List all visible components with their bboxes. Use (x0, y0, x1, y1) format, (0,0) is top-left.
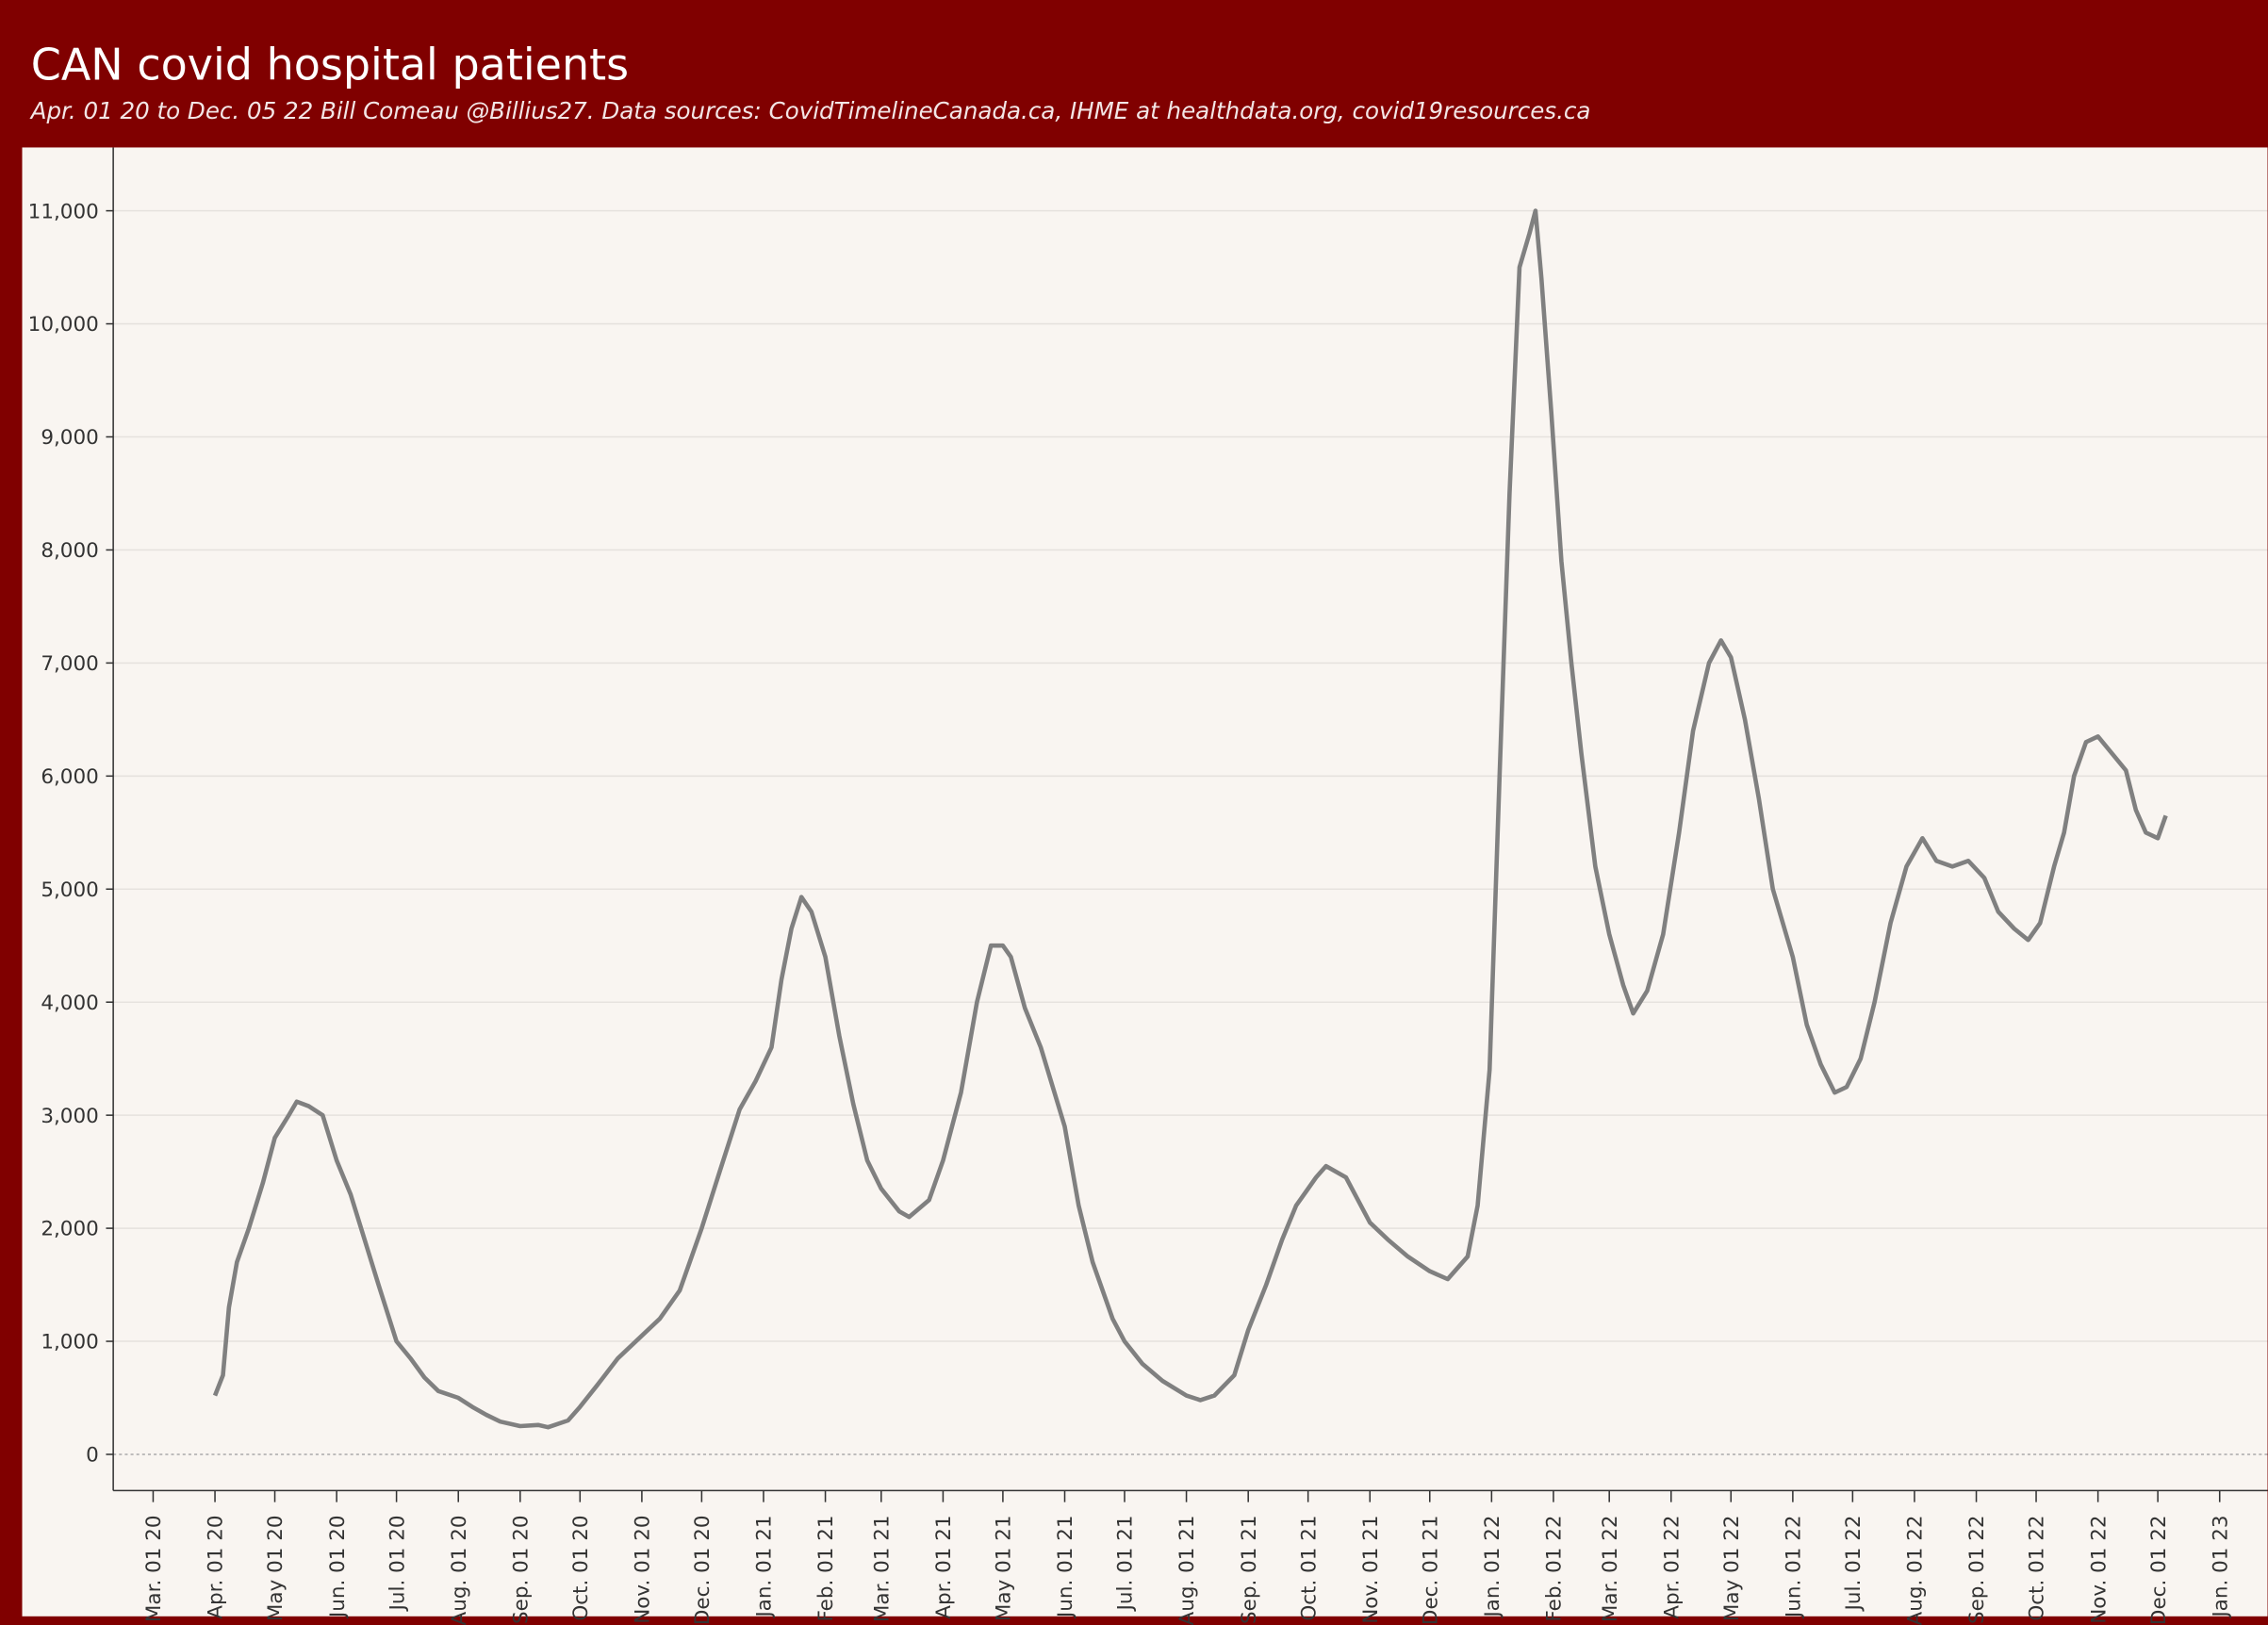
x-tick-label: Mar. 01 22 (1599, 1515, 1622, 1622)
x-tick-label: Oct. 01 21 (1297, 1515, 1321, 1620)
x-tick-label: Apr. 01 22 (1660, 1515, 1684, 1618)
x-tick-label: Nov. 01 21 (1359, 1515, 1383, 1623)
x-tick-label: Jun. 01 22 (1783, 1515, 1806, 1619)
x-tick-label: Jan. 01 23 (2209, 1515, 2232, 1618)
x-tick-label: Jul. 01 20 (386, 1515, 409, 1612)
x-tick-label: Jul. 01 21 (1114, 1515, 1138, 1612)
y-tick-label: 9,000 (41, 426, 98, 450)
x-tick-label: Sep. 01 22 (1965, 1515, 1989, 1624)
line (212, 208, 2168, 1430)
x-tick-label: Sep. 01 21 (1238, 1515, 1261, 1624)
x-tick-label: Jul. 01 22 (1842, 1515, 1865, 1612)
labels: 0 1,000 2,000 3,000 4,000 5,000 6,000 7,000 8,00… (28, 200, 2233, 1625)
y-tick-label: 4,000 (41, 992, 98, 1015)
x-tick-label: May 01 22 (1720, 1515, 1744, 1621)
x-tick-label: May 01 21 (993, 1515, 1016, 1621)
x-tick-label: Aug. 01 21 (1175, 1515, 1199, 1625)
x-tick-label: Sep. 01 20 (509, 1515, 533, 1624)
x-tick-label: Jun. 01 20 (326, 1515, 350, 1619)
x-tick-label: Aug. 01 22 (1904, 1515, 1928, 1625)
x-tick-label: Aug. 01 20 (448, 1515, 471, 1625)
chart-subtitle: Apr. 01 20 to Dec. 05 22 Bill Comeau @Bi… (29, 97, 1591, 124)
chart-title: CAN covid hospital patients (31, 39, 629, 90)
y-tick-label: 3,000 (41, 1105, 98, 1128)
x-tick-label: Nov. 01 22 (2087, 1515, 2111, 1623)
y-tick-label: 0 (86, 1444, 99, 1468)
x-tick-label: Oct. 01 22 (2026, 1515, 2049, 1620)
x-tick-label: Dec. 01 20 (691, 1515, 715, 1625)
x-tick-label: Mar. 01 20 (142, 1515, 166, 1622)
x-tick-label: Jan. 01 21 (753, 1515, 777, 1618)
x-tick-label: Apr. 01 21 (932, 1515, 956, 1618)
y-tick-label: 5,000 (41, 878, 98, 902)
y-tick-label: 2,000 (41, 1218, 98, 1241)
x-tick-label: Apr. 01 20 (205, 1515, 228, 1618)
x-tick-label: Jan. 01 22 (1481, 1515, 1504, 1618)
x-tick-label: Jun. 01 21 (1054, 1515, 1077, 1619)
y-tick-label: 10,000 (28, 313, 99, 336)
plot-background (22, 147, 2268, 1617)
x-tick-label: Mar. 01 21 (870, 1515, 894, 1622)
y-tick-label: 1,000 (41, 1331, 98, 1354)
y-tick-label: 6,000 (41, 765, 98, 789)
y-tick-label: 7,000 (41, 652, 98, 676)
x-tick-label: Feb. 01 21 (814, 1515, 838, 1621)
x-tick-label: May 01 20 (264, 1515, 288, 1621)
x-tick-label: Dec. 01 22 (2147, 1515, 2171, 1625)
marks (212, 208, 2168, 1430)
x-tick-label: Oct. 01 20 (569, 1515, 593, 1620)
y-tick-label: 11,000 (28, 200, 99, 223)
y-tick-label: 8,000 (41, 539, 98, 563)
grid (113, 209, 2268, 1455)
x-tick-label: Feb. 01 22 (1543, 1515, 1567, 1621)
x-tick-label: Nov. 01 20 (632, 1515, 655, 1623)
x-tick-label: Dec. 01 21 (1419, 1515, 1442, 1625)
